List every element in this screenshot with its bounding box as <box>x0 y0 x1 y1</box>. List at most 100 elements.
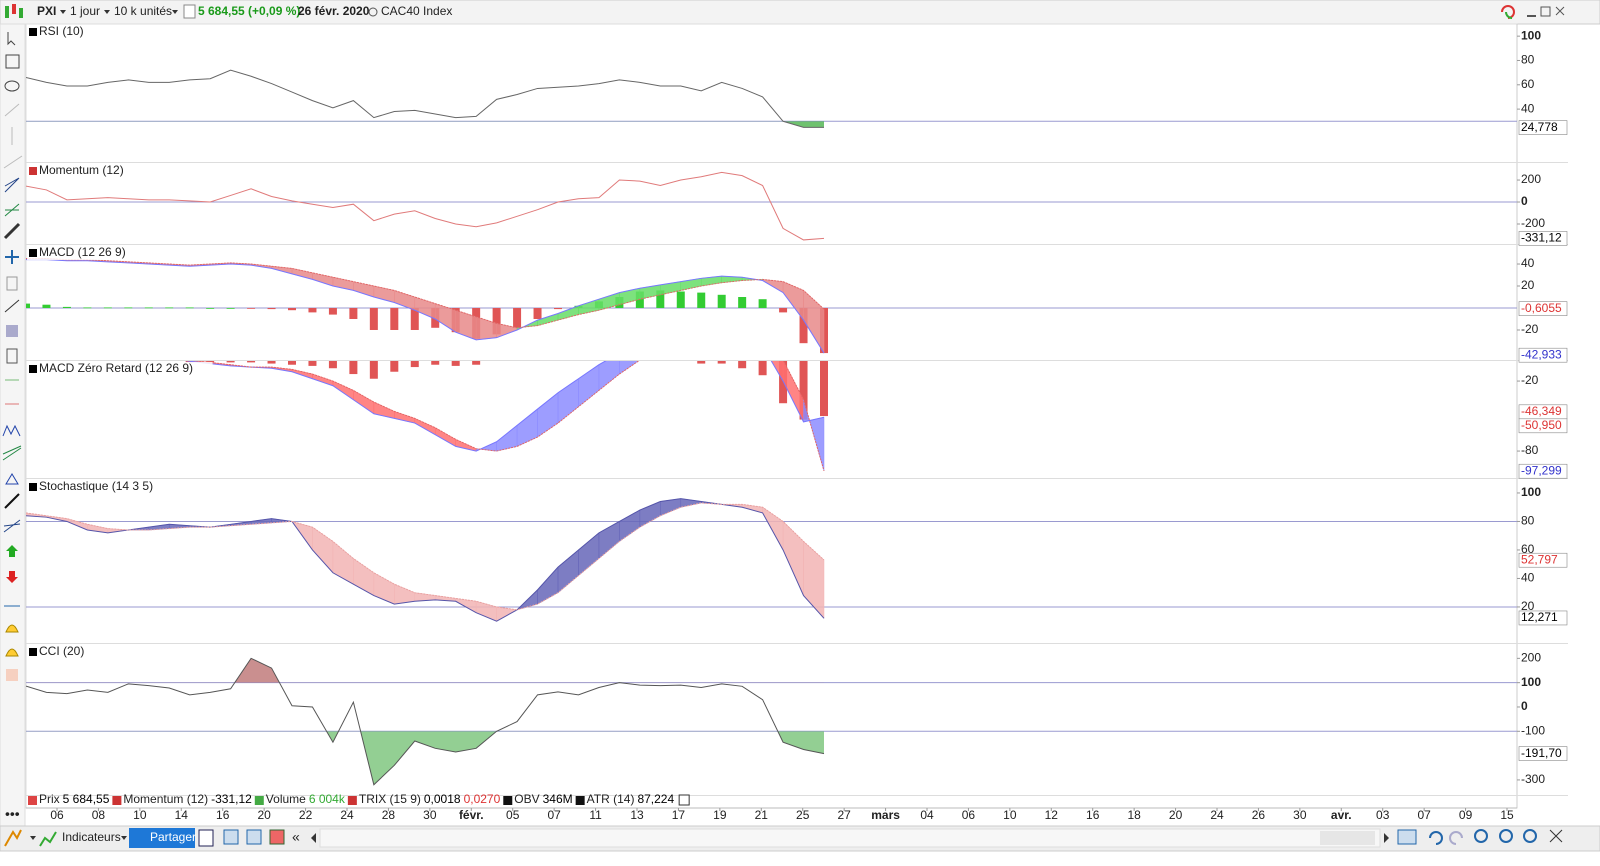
x-tick-label: 19 <box>713 808 727 822</box>
plot-area <box>26 171 1517 241</box>
histogram-bar <box>247 307 256 309</box>
units[interactable]: 10 k unités <box>114 4 172 18</box>
indicators-icon[interactable] <box>39 831 57 847</box>
more-icon[interactable]: ••• <box>5 806 20 822</box>
histogram-bar <box>533 307 542 319</box>
histogram-bar <box>288 307 296 311</box>
chart-type-icon[interactable] <box>5 4 23 18</box>
y-tick-label: 60 <box>1521 542 1535 556</box>
x-tick-label: 28 <box>382 808 396 822</box>
y-tick-label: -200 <box>1521 216 1545 230</box>
y-tick-label: 40 <box>1521 101 1535 115</box>
legend-value: 0,0018 <box>424 792 461 806</box>
share-button-bg[interactable] <box>129 828 195 848</box>
histogram-bar <box>267 361 276 364</box>
legend-name: ATR (14) <box>587 792 635 806</box>
legend-swatch <box>254 796 264 805</box>
x-tick-label: 16 <box>216 808 230 822</box>
panel-title: MACD (12 26 9) <box>39 245 126 259</box>
x-tick-label: 20 <box>257 808 271 822</box>
legend-name: TRIX (15 9) <box>359 792 421 806</box>
last-value-label: 52,797 <box>1521 552 1558 566</box>
panel-title: MACD Zéro Retard (12 26 9) <box>39 361 193 375</box>
histogram-bar <box>267 307 276 310</box>
histogram-bar <box>42 304 51 308</box>
last-value-box <box>1518 746 1568 761</box>
y-tick-label: 200 <box>1521 651 1541 665</box>
histogram-bar <box>656 290 665 308</box>
dropdown-arrow[interactable] <box>30 836 36 840</box>
last-value-box <box>1518 120 1568 135</box>
y-tick-label: 20 <box>1521 278 1535 292</box>
histogram-bar <box>697 361 706 364</box>
histogram-bar <box>410 307 419 330</box>
last-value-label: 24,778 <box>1521 120 1558 134</box>
symbol[interactable]: PXI <box>37 4 56 18</box>
histogram-bar <box>758 299 767 308</box>
indicator-line <box>26 69 824 128</box>
histogram-bar <box>226 361 235 363</box>
legend-value: 87,224 <box>637 792 674 806</box>
draw-icon[interactable] <box>4 829 22 847</box>
title-swatch <box>29 28 37 36</box>
x-tick-label: 30 <box>1293 808 1307 822</box>
x-tick-label: 09 <box>1459 808 1473 822</box>
title-swatch <box>29 648 37 656</box>
dropdown-arrow[interactable] <box>60 10 66 14</box>
x-tick-label: 26 <box>1252 808 1266 822</box>
title-box <box>27 362 213 376</box>
indicators-button[interactable]: Indicateurs <box>62 830 121 844</box>
legend-value: 5 684,55 <box>63 792 110 806</box>
legend-name: Volume <box>266 792 306 806</box>
y-tick-label: 100 <box>1521 675 1541 689</box>
x-tick-label: 06 <box>50 808 64 822</box>
x-tick-label: 27 <box>837 808 851 822</box>
x-tick-label: 22 <box>299 808 313 822</box>
legend-value: -331,12 <box>211 792 252 806</box>
period[interactable]: 1 jour <box>70 4 100 18</box>
legend-name: Momentum (12) <box>123 792 208 806</box>
tool-icons[interactable] <box>2 32 23 681</box>
histogram-bar <box>738 297 747 308</box>
indicator-panel: 200 0 -200-331,12 Momentum (12) <box>26 163 1568 246</box>
last-value-box <box>1518 552 1568 568</box>
indicator-line <box>26 657 825 786</box>
zone-fill <box>234 658 280 683</box>
indicator-line <box>26 171 825 241</box>
last-value-label: -42,933 <box>1521 347 1562 361</box>
zone <box>26 731 824 785</box>
band-fill <box>619 361 639 375</box>
x-tick-label: 10 <box>1003 808 1017 822</box>
legend-expand-icon <box>678 794 690 806</box>
histogram-bar <box>390 307 399 330</box>
bottom-icons[interactable]: « <box>198 828 1563 848</box>
quote: 5 684,55 (+0,09 %) <box>198 4 300 18</box>
y-tick-label: 200 <box>1521 172 1541 186</box>
dropdown-arrow[interactable] <box>172 10 178 14</box>
signal-line <box>193 361 825 472</box>
histogram-bar <box>676 291 685 308</box>
dropdown-arrow[interactable] <box>104 10 110 14</box>
indicator-panel: 200 100 0 -100 -300 -191,70 CCI (20) <box>26 644 1568 796</box>
y-tick-label: 100 <box>1521 485 1541 499</box>
plot-area <box>26 69 1517 128</box>
x-tick-label: 03 <box>1376 808 1390 822</box>
title-box <box>27 246 134 260</box>
x-tick-label: 13 <box>630 808 644 822</box>
radio-icon[interactable] <box>368 7 378 17</box>
dropdown-arrow[interactable] <box>121 836 127 840</box>
info-icon[interactable] <box>183 4 196 19</box>
window-controls[interactable] <box>1501 5 1565 19</box>
indicator-line <box>26 259 825 354</box>
x-tick-label: 06 <box>962 808 976 822</box>
x-tick-label: 11 <box>589 808 602 822</box>
histogram-bar <box>492 307 501 335</box>
legend: Prix 5 684,55 Momentum (12) -331,12 Volume 6 … <box>28 792 690 806</box>
x-tick-label: 17 <box>672 808 686 822</box>
x-tick-label: 20 <box>1169 808 1183 822</box>
share-button[interactable]: Partager <box>150 830 196 844</box>
histogram-bar <box>349 307 358 319</box>
